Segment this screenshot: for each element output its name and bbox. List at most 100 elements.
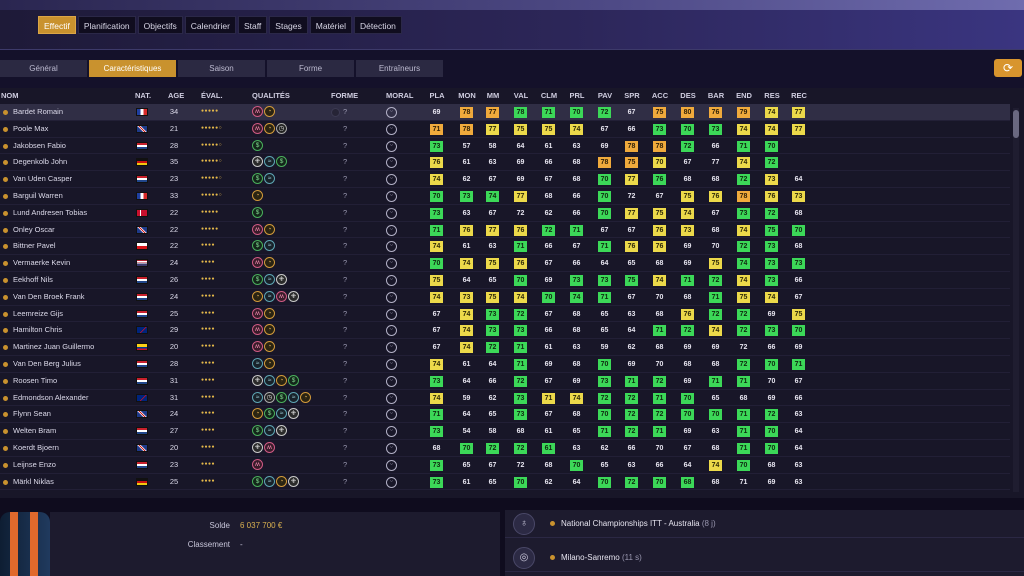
- stat-value: 74: [653, 274, 666, 286]
- table-row[interactable]: Eekhoff Nils 26 ●●●● $ ≈ ⁜? ᵕ 75 64 65 70 69 73 73 75 7…: [0, 272, 1010, 289]
- table-row[interactable]: Degenkolb John 35 ●●●●●○ ⁜ ≈ $? ᵕ 76 61 63 69 66 68 7…: [0, 154, 1010, 172]
- rider-name[interactable]: Jakobsen Fabio: [13, 140, 66, 150]
- col-age[interactable]: AGE: [168, 91, 185, 100]
- stat-value: 68: [572, 310, 581, 318]
- table-row[interactable]: Hamilton Chris 29 ●●●● ʍ ◔? ᵕ 67 74 73 73 66 68 65 64…: [0, 322, 1010, 340]
- rider-age: 35: [169, 157, 179, 167]
- rider-name[interactable]: Onley Oscar: [13, 224, 55, 234]
- col-rec[interactable]: REC: [791, 91, 807, 100]
- table-scrollbar[interactable]: [1013, 108, 1019, 492]
- table-row[interactable]: Vermaerke Kevin 24 ●●●● ʍ ◔? ᵕ 70 74 75 76 67 66 64 6…: [0, 255, 1010, 272]
- tab-effectif[interactable]: Effectif: [38, 16, 76, 34]
- tab-calendrier[interactable]: Calendrier: [184, 16, 236, 34]
- stat-value: 74: [460, 325, 473, 337]
- event-item[interactable]: ♁ National Championships ITT - Australia…: [505, 510, 1024, 538]
- rider-name[interactable]: Hamilton Chris: [13, 325, 63, 335]
- col-pav[interactable]: PAV: [597, 91, 613, 100]
- rider-name[interactable]: Leijnse Enzo: [13, 459, 56, 469]
- col-clm[interactable]: CLM: [540, 91, 558, 100]
- rider-name[interactable]: Eekhoff Nils: [13, 274, 53, 284]
- col-mon[interactable]: MON: [458, 91, 476, 100]
- rider-name[interactable]: Bardet Romain: [13, 107, 64, 116]
- rider-name[interactable]: Vermaerke Kevin: [13, 258, 71, 268]
- table-row[interactable]: Bittner Pavel 22 ●●●● $ ≈? ᵕ 74 61 63 71 66 67 71 76 7…: [0, 238, 1010, 256]
- subtab-caracteristiques[interactable]: Caractéristiques: [89, 60, 176, 77]
- table-row[interactable]: Edmondson Alexander 31 ●●●● ≈ ◷ $ ≈ ◔? ᵕ 74 59 62 73…: [0, 390, 1010, 407]
- table-row[interactable]: Onley Oscar 22 ●●●●● ʍ ◔? ᵕ 71 76 77 76 72 71 67 67 76…: [0, 222, 1010, 239]
- col-forme[interactable]: FORME: [331, 91, 359, 100]
- table-row[interactable]: Märkl Niklas 25 ●●●● $ ≈ ◔ ⁜? ᵕ 73 61 65 70 62 64 70 72…: [0, 474, 1010, 491]
- table-row[interactable]: Leemreize Gijs 25 ●●●● ʍ ◔? ᵕ 67 74 73 72 67 68 65 63…: [0, 306, 1010, 323]
- col-acc[interactable]: ACC: [651, 91, 669, 100]
- moral-smiley-icon: ᵕ: [386, 274, 397, 286]
- col-end[interactable]: END: [736, 91, 752, 100]
- stat-value: 67: [794, 377, 803, 385]
- flat-quality-icon: ≈: [264, 240, 275, 252]
- col-spr[interactable]: SPR: [624, 91, 640, 100]
- stat-value: 58: [488, 428, 497, 436]
- rider-name[interactable]: Barguil Warren: [13, 190, 63, 200]
- subtab-forme[interactable]: Forme: [267, 60, 354, 77]
- table-row[interactable]: Jakobsen Fabio 28 ●●●●●○ $? ᵕ 73 57 58 64 61 63 69 7…: [0, 138, 1010, 155]
- col-des[interactable]: DES: [680, 91, 696, 100]
- rider-name[interactable]: Koerdt Bjoern: [13, 442, 59, 452]
- table-row[interactable]: Welten Bram 27 ●●●● $ ≈ ⁜? ᵕ 73 54 58 68 61 65 71 72 71…: [0, 423, 1010, 440]
- rating-stars: ●●●●●: [201, 108, 219, 114]
- tab-staff[interactable]: Staff: [237, 16, 268, 34]
- row-bullet: [3, 378, 8, 384]
- rider-name[interactable]: Van Den Berg Julius: [13, 358, 81, 368]
- rider-name[interactable]: Leemreize Gijs: [13, 308, 64, 318]
- col-prl[interactable]: PRL: [569, 91, 585, 100]
- table-row[interactable]: Flynn Sean 24 ●●●● ◔ $ ≈ ⁜? ᵕ 71 64 65 73 67 68 70 72 72…: [0, 406, 1010, 424]
- event-item[interactable]: ◎ Milano-Sanremo (11 s): [505, 544, 1024, 572]
- tab-detection[interactable]: Détection: [354, 16, 402, 34]
- rider-name[interactable]: Edmondson Alexander: [13, 392, 89, 402]
- rider-name[interactable]: Poole Max: [13, 123, 49, 133]
- rider-name[interactable]: Van Uden Casper: [13, 174, 73, 184]
- table-row[interactable]: Barguil Warren 33 ●●●●●○ ◔? ᵕ 70 73 74 77 68 66 70 7…: [0, 188, 1010, 205]
- col-eval[interactable]: ÉVAL.: [201, 91, 223, 100]
- rider-name[interactable]: Lund Andresen Tobias: [13, 207, 88, 217]
- tab-objectifs[interactable]: Objectifs: [137, 16, 183, 34]
- tab-planification[interactable]: Planification: [77, 16, 136, 34]
- rider-name[interactable]: Van Den Broek Frank: [13, 291, 85, 301]
- col-moral[interactable]: MORAL: [386, 91, 414, 100]
- nationality-flag: [136, 225, 148, 234]
- col-nom[interactable]: NOM: [1, 91, 19, 100]
- col-mm[interactable]: MM: [486, 91, 500, 100]
- table-row[interactable]: Van Uden Casper 23 ●●●●●○ $ ≈? ᵕ 74 62 67 69 67 68 7…: [0, 171, 1010, 188]
- table-row[interactable]: Lund Andresen Tobias 22 ●●●●● $? ᵕ 73 63 67 72 62…: [0, 205, 1010, 222]
- subtab-general[interactable]: Général: [0, 60, 87, 77]
- table-row[interactable]: Leijnse Enzo 23 ●●●● ʍ? ᵕ 73 65 67 72 68 70 65 63 66 6…: [0, 457, 1010, 474]
- scrollbar-thumb[interactable]: [1013, 110, 1019, 138]
- rider-name[interactable]: Märkl Niklas: [13, 476, 54, 486]
- table-row[interactable]: Koerdt Bjoern 20 ●●●● ⁜ ʍ? ᵕ 68 70 72 72 61 63 62 66 7…: [0, 440, 1010, 457]
- table-row[interactable]: Van Den Berg Julius 28 ●●●● ≈ ◔? ᵕ 74 61 64 71 69 6…: [0, 356, 1010, 373]
- table-row[interactable]: Poole Max 21 ●●●●●○ ʍ ◔ ◷? ᵕ 71 78 77 75 75 74 67 66 73…: [0, 121, 1010, 138]
- table-row[interactable]: Roosen Timo 31 ●●●● ⁜ ≈ ◔ $? ᵕ 73 64 66 72 67 69 73 71 7…: [0, 373, 1010, 390]
- col-nat[interactable]: NAT.: [135, 91, 152, 100]
- rating-stars: ●●●●: [201, 443, 216, 450]
- rider-name[interactable]: Flynn Sean: [13, 409, 51, 419]
- team-jersey-image: [0, 512, 50, 576]
- col-res[interactable]: RES: [764, 91, 780, 100]
- subtab-saison[interactable]: Saison: [178, 60, 265, 77]
- table-row[interactable]: Bardet Romain 34 ●●●●● ʍ ◔? ᵕ 69 78 77 78 71 70 72 67…: [0, 104, 1010, 121]
- stat-value: 76: [514, 224, 527, 236]
- rider-name[interactable]: Roosen Timo: [13, 375, 58, 385]
- rider-name[interactable]: Martinez Juan Guillermo: [13, 342, 95, 352]
- col-val[interactable]: VAL: [513, 91, 529, 100]
- tab-materiel[interactable]: Matériel: [309, 16, 352, 34]
- table-row[interactable]: Martinez Juan Guillermo 20 ●●●● ʍ ◔? ᵕ 67 74 72 7…: [0, 339, 1010, 356]
- col-pla[interactable]: PLA: [429, 91, 445, 100]
- col-bar[interactable]: BAR: [707, 91, 725, 100]
- table-row[interactable]: Van Den Broek Frank 24 ●●●● ◔ ≈ ʍ ⁜? ᵕ 74 73 75 74 7…: [0, 289, 1010, 306]
- refresh-button[interactable]: ⟳: [994, 59, 1022, 77]
- climb-quality-icon: ʍ: [276, 290, 287, 302]
- col-qualites[interactable]: QUALITÉS: [252, 91, 290, 100]
- rider-name[interactable]: Welten Bram: [13, 426, 57, 436]
- rider-name[interactable]: Bittner Pavel: [13, 241, 56, 251]
- subtab-entraineurs[interactable]: Entraîneurs: [356, 60, 443, 77]
- rider-name[interactable]: Degenkolb John: [13, 157, 68, 167]
- tab-stages[interactable]: Stages: [269, 16, 308, 34]
